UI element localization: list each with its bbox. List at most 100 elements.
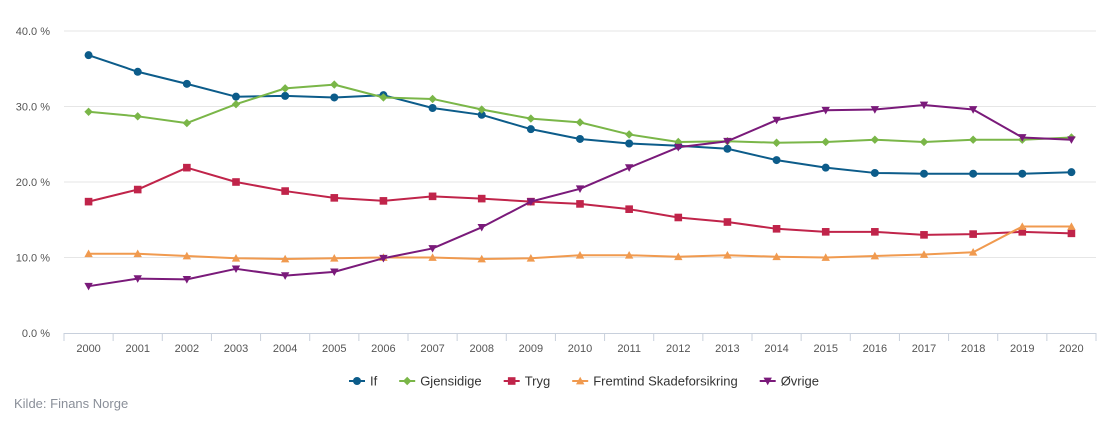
data-point[interactable] (280, 84, 290, 93)
legend-marker-icon[interactable] (353, 377, 361, 385)
data-point[interactable] (1067, 168, 1076, 177)
data-point[interactable] (330, 194, 339, 202)
data-point[interactable] (576, 134, 584, 143)
data-point[interactable] (330, 268, 339, 277)
data-point[interactable] (133, 112, 142, 121)
data-point[interactable] (821, 163, 830, 172)
data-point[interactable] (920, 231, 928, 239)
data-point[interactable] (674, 213, 683, 222)
data-point[interactable] (968, 248, 978, 256)
data-point[interactable] (84, 282, 93, 291)
data-point[interactable] (624, 130, 634, 139)
data-point[interactable] (575, 118, 585, 127)
data-point[interactable] (428, 104, 437, 113)
legend-marker-icon[interactable] (576, 376, 585, 385)
data-point[interactable] (674, 252, 683, 261)
data-point[interactable] (231, 100, 241, 109)
data-point[interactable] (280, 272, 290, 280)
data-point[interactable] (772, 225, 781, 233)
data-point[interactable] (821, 253, 830, 261)
data-point[interactable] (281, 91, 290, 100)
data-point[interactable] (772, 138, 781, 147)
data-point[interactable] (182, 118, 192, 128)
data-point[interactable] (84, 197, 93, 206)
data-point[interactable] (969, 230, 977, 238)
data-point[interactable] (428, 192, 437, 201)
data-point[interactable] (281, 187, 289, 195)
data-point[interactable] (1018, 222, 1027, 230)
legend-marker-icon[interactable] (507, 377, 516, 385)
data-point[interactable] (772, 252, 781, 261)
data-point[interactable] (379, 254, 388, 263)
data-point[interactable] (920, 169, 928, 178)
data-point[interactable] (330, 93, 339, 102)
data-point[interactable] (477, 254, 486, 263)
data-point[interactable] (969, 169, 978, 178)
data-point[interactable] (871, 228, 879, 236)
data-point[interactable] (575, 185, 585, 193)
data-point[interactable] (870, 106, 880, 114)
data-point[interactable] (182, 276, 192, 284)
data-point[interactable] (84, 107, 93, 116)
data-point[interactable] (919, 101, 929, 110)
legend-item[interactable]: Tryg (503, 374, 551, 389)
legend-item[interactable]: If (349, 374, 378, 389)
data-point[interactable] (428, 94, 437, 104)
data-point[interactable] (870, 168, 879, 177)
data-point[interactable] (232, 92, 240, 101)
data-point[interactable] (280, 254, 290, 263)
data-point[interactable] (723, 251, 732, 259)
data-point[interactable] (133, 249, 142, 258)
data-point[interactable] (821, 106, 830, 115)
data-point[interactable] (576, 200, 584, 208)
legend-marker-icon[interactable] (403, 376, 412, 386)
data-point[interactable] (526, 198, 536, 206)
data-point[interactable] (968, 106, 978, 114)
data-point[interactable] (919, 137, 929, 147)
data-point[interactable] (526, 125, 535, 134)
data-point[interactable] (231, 265, 241, 274)
data-point[interactable] (723, 137, 732, 146)
legend-item[interactable]: Fremtind Skadeforsikring (572, 374, 738, 389)
data-point[interactable] (821, 228, 830, 236)
data-point[interactable] (379, 93, 388, 102)
data-point[interactable] (1067, 229, 1076, 238)
data-point[interactable] (526, 114, 536, 123)
data-point[interactable] (133, 185, 142, 194)
data-point[interactable] (625, 205, 633, 213)
data-point[interactable] (183, 163, 191, 172)
data-point[interactable] (526, 254, 536, 262)
legend-item[interactable]: Øvrige (759, 374, 819, 389)
data-point[interactable] (919, 250, 929, 258)
data-point[interactable] (624, 251, 634, 259)
data-point[interactable] (477, 223, 486, 232)
data-point[interactable] (674, 143, 683, 152)
data-point[interactable] (723, 218, 732, 226)
data-point[interactable] (723, 144, 732, 153)
data-point[interactable] (231, 254, 241, 262)
data-point[interactable] (477, 110, 486, 119)
data-point[interactable] (625, 139, 634, 148)
data-point[interactable] (330, 80, 339, 89)
legend-item[interactable]: Gjensidige (399, 374, 482, 389)
data-point[interactable] (1018, 134, 1027, 142)
data-point[interactable] (870, 135, 880, 144)
data-point[interactable] (379, 197, 388, 205)
data-point[interactable] (182, 79, 191, 88)
data-point[interactable] (232, 178, 240, 186)
legend-marker-icon[interactable] (763, 377, 772, 386)
data-point[interactable] (1018, 228, 1027, 236)
data-point[interactable] (133, 67, 142, 76)
data-point[interactable] (674, 137, 683, 147)
data-point[interactable] (870, 251, 880, 260)
data-point[interactable] (624, 164, 634, 172)
data-point[interactable] (772, 156, 781, 165)
data-point[interactable] (1067, 222, 1076, 230)
data-point[interactable] (330, 254, 339, 262)
data-point[interactable] (84, 51, 93, 60)
data-point[interactable] (1067, 136, 1076, 144)
data-point[interactable] (968, 135, 978, 144)
data-point[interactable] (772, 116, 781, 125)
data-point[interactable] (1018, 169, 1027, 178)
data-point[interactable] (821, 137, 830, 147)
